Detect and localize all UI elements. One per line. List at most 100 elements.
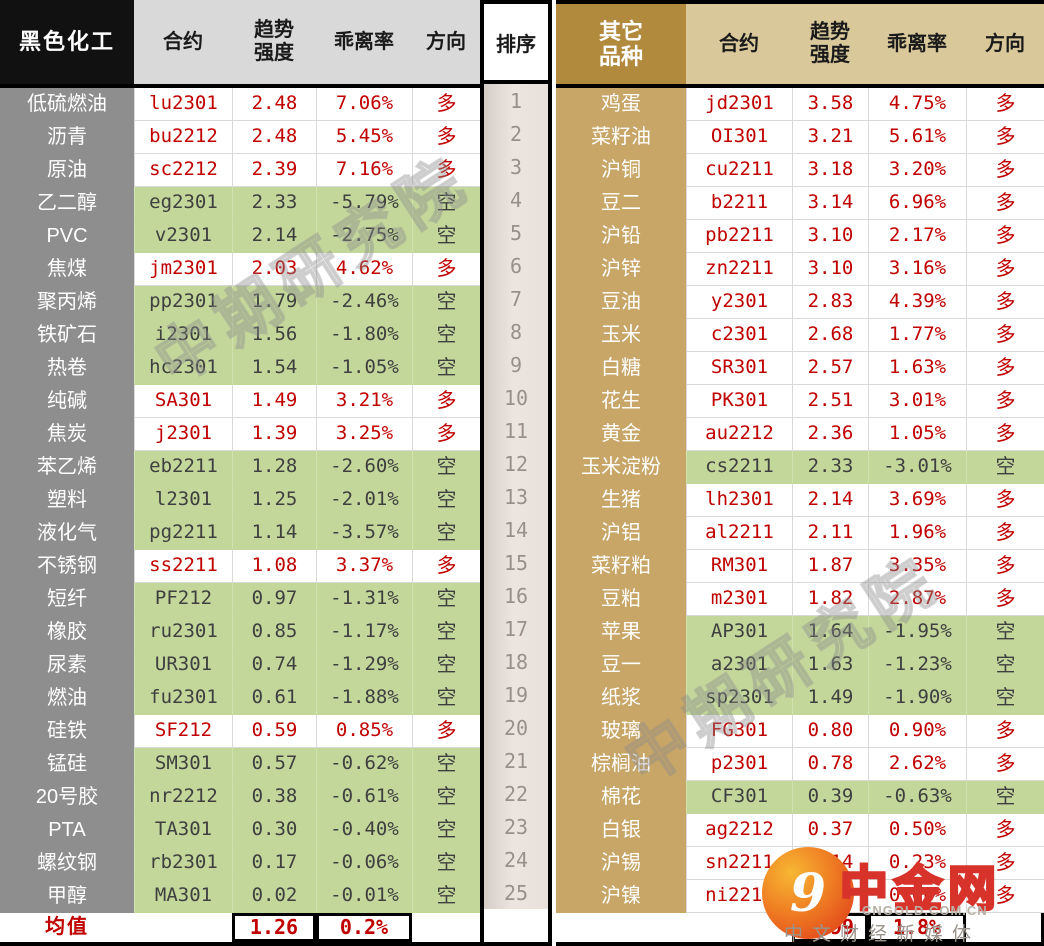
left_table-row-13: 塑料 l2301 1.25 -2.01% 空 xyxy=(0,484,480,517)
left_table-trend: 0.17 xyxy=(232,847,316,880)
left_table-trend: 1.79 xyxy=(232,286,316,319)
right_table-contract: m2301 xyxy=(686,583,792,616)
right_table-trend: 2.51 xyxy=(792,385,868,418)
left_table-contract: pp2301 xyxy=(134,286,232,319)
left_table-name: 尿素 xyxy=(0,649,134,682)
right_table-name: 菜籽油 xyxy=(556,121,686,154)
right_table-dev: -1.95% xyxy=(868,616,966,649)
right_table-dir: 多 xyxy=(966,583,1044,616)
right_table-dir: 多 xyxy=(966,187,1044,220)
right_table-dev: 0.23% xyxy=(868,847,966,880)
right_table-row-3: 沪铜 cu2211 3.18 3.20% 多 xyxy=(556,154,1044,187)
left_table-name: 橡胶 xyxy=(0,616,134,649)
rank-value-7: 7 xyxy=(509,286,523,311)
left-mean-label: 均值 xyxy=(0,913,134,942)
right_table-row-24: 沪锡 sn2211 0.14 0.23% 多 xyxy=(556,847,1044,880)
right_table-contract: p2301 xyxy=(686,748,792,781)
left_table-dev: 4.62% xyxy=(316,253,412,286)
rank-value-13: 13 xyxy=(503,484,529,509)
left_table-name: 苯乙烯 xyxy=(0,451,134,484)
right_table-row-19: 纸浆 sp2301 1.49 -1.90% 空 xyxy=(556,682,1044,715)
left-mean-trend: 1.26 xyxy=(232,913,316,942)
right_table-dir: 多 xyxy=(966,352,1044,385)
left_table-contract: pg2211 xyxy=(134,517,232,550)
left_table-dev: -2.75% xyxy=(316,220,412,253)
left_table-dev: -1.17% xyxy=(316,616,412,649)
left-mean-direction-empty xyxy=(412,913,480,942)
left_table-name: 聚丙烯 xyxy=(0,286,134,319)
left_table-name: 低硫燃油 xyxy=(0,88,134,121)
left_table-trend: 0.57 xyxy=(232,748,316,781)
right_table-contract: sn2211 xyxy=(686,847,792,880)
right_table-name: 花生 xyxy=(556,385,686,418)
right_table-dir: 多 xyxy=(966,814,1044,847)
right_table-row-12: 玉米淀粉 cs2211 2.33 -3.01% 空 xyxy=(556,451,1044,484)
left_table-dir: 空 xyxy=(412,880,480,913)
right_table-dir: 多 xyxy=(966,880,1044,913)
right_table-dir: 空 xyxy=(966,616,1044,649)
rank-value-18: 18 xyxy=(503,649,529,674)
right_table-name: 玻璃 xyxy=(556,715,686,748)
left_table-dev: -0.62% xyxy=(316,748,412,781)
left_table-trend: 1.49 xyxy=(232,385,316,418)
right_table-dir: 多 xyxy=(966,847,1044,880)
right_table-trend: 2.68 xyxy=(792,319,868,352)
left_table-dir: 多 xyxy=(412,715,480,748)
right_table-dev: 4.39% xyxy=(868,286,966,319)
right_table-dev: 1.77% xyxy=(868,319,966,352)
right_table-dev: 3.20% xyxy=(868,154,966,187)
left_table-name: 短纤 xyxy=(0,583,134,616)
right_table-contract: jd2301 xyxy=(686,88,792,121)
right_table-row-1: 鸡蛋 jd2301 3.58 4.75% 多 xyxy=(556,88,1044,121)
left_table-name: 不锈钢 xyxy=(0,550,134,583)
left_table-trend: 0.38 xyxy=(232,781,316,814)
left_table-trend: 0.97 xyxy=(232,583,316,616)
other-varieties-table: 其它 品种 合约 趋势 强度 乖离率 方向 鸡蛋 jd2301 3.58 4.75% 多… xyxy=(556,0,1044,946)
left-table-body: 低硫燃油 lu2301 2.48 7.06% 多沥青 bu2212 2.48 5.45% 多原油… xyxy=(0,88,480,913)
right_table-dir: 多 xyxy=(966,748,1044,781)
left_table-contract: l2301 xyxy=(134,484,232,517)
left_table-trend: 1.25 xyxy=(232,484,316,517)
right_table-dir: 空 xyxy=(966,649,1044,682)
left_table-name: 热卷 xyxy=(0,352,134,385)
left-header-trend: 趋势 强度 xyxy=(232,0,316,84)
right_table-contract: CF301 xyxy=(686,781,792,814)
right_table-dev: -0.63% xyxy=(868,781,966,814)
rank-value-16: 16 xyxy=(503,583,529,608)
right_table-dev: 3.69% xyxy=(868,484,966,517)
rank-value-10: 10 xyxy=(503,385,529,410)
rank-value-23: 23 xyxy=(503,814,529,839)
left_table-trend: 2.48 xyxy=(232,88,316,121)
left_table-dir: 多 xyxy=(412,88,480,121)
right_table-contract: zn2211 xyxy=(686,253,792,286)
right_table-dev: 6.96% xyxy=(868,187,966,220)
right_table-row-7: 豆油 y2301 2.83 4.39% 多 xyxy=(556,286,1044,319)
left_table-row-3: 原油 sc2212 2.39 7.16% 多 xyxy=(0,154,480,187)
left_table-trend: 0.74 xyxy=(232,649,316,682)
left-header-contract: 合约 xyxy=(134,0,232,84)
right_table-contract: al2211 xyxy=(686,517,792,550)
left_table-contract: hc2301 xyxy=(134,352,232,385)
rank-value-12: 12 xyxy=(503,451,529,476)
left_table-row-20: 硅铁 SF212 0.59 0.85% 多 xyxy=(0,715,480,748)
right_table-name: 黄金 xyxy=(556,418,686,451)
right-mean-contract-empty xyxy=(686,913,792,942)
right_table-dev: 2.87% xyxy=(868,583,966,616)
left_table-row-5: PVC v2301 2.14 -2.75% 空 xyxy=(0,220,480,253)
right_table-dir: 多 xyxy=(966,418,1044,451)
rank-value-5: 5 xyxy=(509,220,523,245)
left_table-row-4: 乙二醇 eg2301 2.33 -5.79% 空 xyxy=(0,187,480,220)
right_table-name: 沪铝 xyxy=(556,517,686,550)
rank-value-14: 14 xyxy=(503,517,529,542)
left_table-trend: 2.03 xyxy=(232,253,316,286)
rank-value-4: 4 xyxy=(509,187,523,212)
left_table-row-22: 20号胶 nr2212 0.38 -0.61% 空 xyxy=(0,781,480,814)
rank-column: 排序 1 2 3 4 5 6 7 8 9 10 11 12 13 14 15 16 17 18 19 20 21 22 23… xyxy=(484,0,548,946)
right_table-dir: 多 xyxy=(966,484,1044,517)
right_table-dev: 1.63% xyxy=(868,352,966,385)
left_table-row-7: 聚丙烯 pp2301 1.79 -2.46% 空 xyxy=(0,286,480,319)
left_table-dev: -5.79% xyxy=(316,187,412,220)
right_table-contract: AP301 xyxy=(686,616,792,649)
left_table-name: 螺纹钢 xyxy=(0,847,134,880)
right_table-contract: FG301 xyxy=(686,715,792,748)
